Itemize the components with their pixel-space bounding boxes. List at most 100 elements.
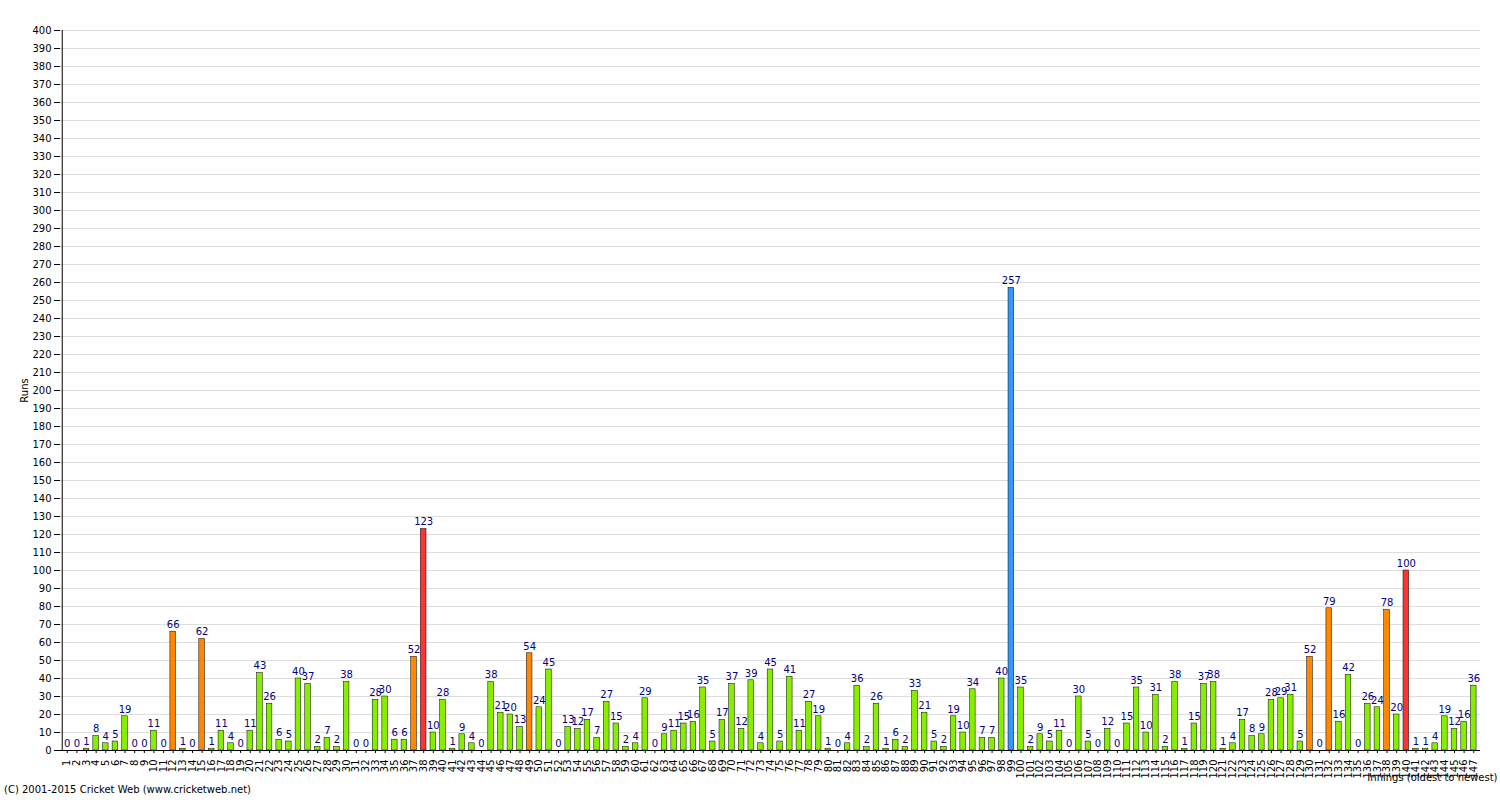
svg-text:90: 90 [39, 583, 52, 594]
svg-text:0: 0 [131, 738, 137, 749]
svg-text:5: 5 [710, 729, 716, 740]
svg-text:5: 5 [1047, 729, 1053, 740]
svg-text:19: 19 [1438, 704, 1451, 715]
svg-text:24: 24 [533, 695, 546, 706]
svg-text:8: 8 [1249, 723, 1255, 734]
svg-text:2: 2 [941, 734, 947, 745]
svg-text:6: 6 [392, 727, 398, 738]
svg-text:30: 30 [1072, 684, 1085, 695]
svg-text:11: 11 [244, 718, 257, 729]
svg-text:9: 9 [661, 722, 667, 733]
svg-text:0: 0 [237, 738, 243, 749]
svg-text:38: 38 [1169, 669, 1182, 680]
svg-text:4: 4 [1230, 731, 1236, 742]
svg-text:40: 40 [995, 666, 1008, 677]
svg-text:2: 2 [864, 734, 870, 745]
svg-text:390: 390 [32, 43, 51, 54]
svg-text:20: 20 [504, 702, 517, 713]
svg-text:10: 10 [1140, 720, 1153, 731]
svg-text:300: 300 [32, 205, 51, 216]
svg-text:11: 11 [1053, 718, 1066, 729]
svg-text:16: 16 [1458, 709, 1471, 720]
svg-text:30: 30 [379, 684, 392, 695]
svg-text:16: 16 [1333, 709, 1346, 720]
svg-text:34: 34 [966, 677, 979, 688]
svg-text:257: 257 [1002, 275, 1021, 286]
svg-text:0: 0 [1316, 738, 1322, 749]
svg-text:230: 230 [32, 331, 51, 342]
svg-text:10: 10 [39, 727, 52, 738]
svg-text:2: 2 [1027, 734, 1033, 745]
svg-text:39: 39 [745, 668, 758, 679]
svg-text:26: 26 [870, 691, 883, 702]
svg-text:220: 220 [32, 349, 51, 360]
svg-text:35: 35 [1130, 675, 1143, 686]
svg-text:360: 360 [32, 97, 51, 108]
svg-text:15: 15 [1121, 711, 1134, 722]
svg-text:5: 5 [1085, 729, 1091, 740]
svg-text:31: 31 [1284, 682, 1297, 693]
svg-text:340: 340 [32, 133, 51, 144]
svg-text:370: 370 [32, 79, 51, 90]
svg-text:66: 66 [167, 619, 180, 630]
svg-text:130: 130 [32, 511, 51, 522]
svg-text:330: 330 [32, 151, 51, 162]
svg-text:78: 78 [1381, 597, 1394, 608]
svg-text:310: 310 [32, 187, 51, 198]
svg-text:240: 240 [32, 313, 51, 324]
svg-text:38: 38 [340, 669, 353, 680]
svg-text:41: 41 [783, 664, 796, 675]
svg-text:42: 42 [1342, 662, 1355, 673]
svg-text:38: 38 [1207, 669, 1220, 680]
svg-text:5: 5 [286, 729, 292, 740]
svg-text:1: 1 [1422, 736, 1428, 747]
svg-text:4: 4 [758, 731, 764, 742]
svg-text:12: 12 [735, 716, 748, 727]
svg-text:27: 27 [803, 689, 816, 700]
svg-text:0: 0 [1355, 738, 1361, 749]
svg-text:26: 26 [263, 691, 276, 702]
svg-text:100: 100 [1397, 558, 1416, 569]
svg-text:31: 31 [1149, 682, 1162, 693]
svg-text:210: 210 [32, 367, 51, 378]
svg-text:54: 54 [523, 641, 536, 652]
svg-text:52: 52 [1304, 644, 1317, 655]
svg-text:27: 27 [600, 689, 613, 700]
svg-text:15: 15 [610, 711, 623, 722]
svg-text:4: 4 [228, 731, 234, 742]
svg-text:150: 150 [32, 475, 51, 486]
svg-text:350: 350 [32, 115, 51, 126]
svg-text:0: 0 [141, 738, 147, 749]
svg-text:140: 140 [32, 493, 51, 504]
svg-text:40: 40 [39, 673, 52, 684]
svg-text:5: 5 [931, 729, 937, 740]
svg-text:2: 2 [902, 734, 908, 745]
svg-text:0: 0 [189, 738, 195, 749]
svg-text:6: 6 [401, 727, 407, 738]
svg-text:6: 6 [893, 727, 899, 738]
svg-text:6: 6 [276, 727, 282, 738]
svg-text:62: 62 [196, 626, 209, 637]
svg-text:290: 290 [32, 223, 51, 234]
svg-text:0: 0 [64, 738, 70, 749]
svg-text:2: 2 [315, 734, 321, 745]
svg-text:0: 0 [45, 745, 51, 756]
svg-text:19: 19 [119, 704, 132, 715]
svg-text:17: 17 [716, 707, 729, 718]
svg-text:37: 37 [302, 671, 315, 682]
svg-text:24: 24 [1371, 695, 1384, 706]
svg-text:280: 280 [32, 241, 51, 252]
svg-text:1: 1 [449, 736, 455, 747]
svg-text:45: 45 [764, 657, 777, 668]
svg-text:270: 270 [32, 259, 51, 270]
svg-text:70: 70 [39, 619, 52, 630]
svg-text:320: 320 [32, 169, 51, 180]
svg-text:0: 0 [835, 738, 841, 749]
svg-text:1: 1 [825, 736, 831, 747]
svg-text:35: 35 [697, 675, 710, 686]
svg-text:Innings (oldest to newest): Innings (oldest to newest) [1367, 772, 1497, 783]
svg-text:100: 100 [32, 565, 51, 576]
svg-text:10: 10 [957, 720, 970, 731]
svg-text:30: 30 [39, 691, 52, 702]
svg-text:60: 60 [39, 637, 52, 648]
